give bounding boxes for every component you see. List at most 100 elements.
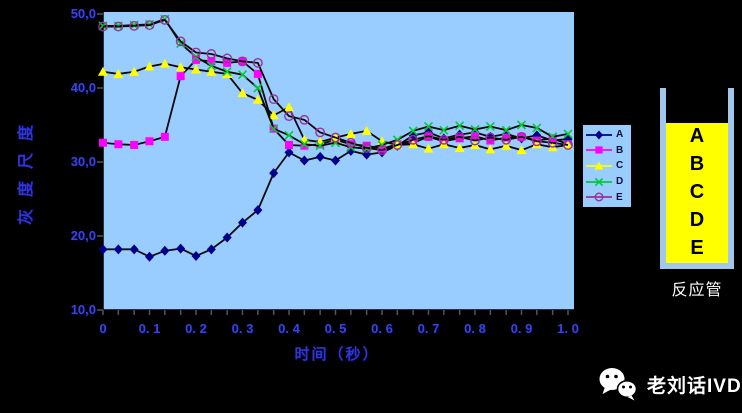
marker-square — [145, 137, 154, 146]
marker-triangle — [113, 68, 124, 78]
legend-item-D: D — [586, 175, 628, 189]
marker-x — [423, 121, 434, 132]
marker-circle-open — [98, 21, 108, 32]
marker-triangle — [485, 144, 496, 154]
tube-letter: A — [689, 125, 705, 147]
marker-square — [378, 144, 386, 153]
marker-circle-open — [563, 140, 573, 150]
marker-square — [362, 141, 371, 150]
marker-circle-open — [345, 137, 356, 148]
legend-label: B — [616, 144, 624, 156]
tube-letter: C — [689, 181, 705, 203]
marker-diamond — [315, 151, 325, 162]
marker-triangle — [144, 61, 155, 71]
tube-letter: E — [690, 237, 704, 259]
marker-x — [330, 138, 341, 148]
marker-diamond — [145, 251, 154, 262]
legend-item-A: A — [586, 128, 628, 142]
y-tick-label: 10,0 — [70, 302, 96, 317]
marker-circle-open — [454, 131, 465, 142]
x-axis-title: 时间（秒） — [294, 346, 380, 363]
marker-square — [486, 136, 495, 145]
marker-circle-open — [206, 49, 217, 59]
legend-marker-C — [586, 161, 612, 170]
marker-circle-open — [252, 57, 263, 68]
marker-x — [516, 120, 527, 130]
marker-circle-open — [516, 131, 527, 142]
marker-diamond — [594, 130, 604, 140]
watermark: 老刘话IVD — [597, 366, 742, 402]
marker-triangle — [516, 145, 527, 155]
marker-x — [206, 61, 216, 71]
x-tick-label: 0. 3 — [231, 321, 254, 336]
marker-triangle — [454, 142, 465, 152]
x-tick-label: 1. 0 — [557, 321, 579, 336]
marker-square — [99, 138, 107, 147]
marker-diamond — [222, 232, 232, 243]
x-tick-label: 0. 4 — [278, 321, 300, 336]
marker-diamond — [331, 155, 340, 166]
marker-diamond — [269, 168, 279, 179]
marker-diamond — [299, 155, 309, 166]
marker-triangle — [423, 143, 434, 153]
marker-triangle — [159, 58, 170, 68]
legend-marker-E — [586, 192, 612, 202]
marker-square — [207, 57, 216, 66]
marker-triangle — [237, 88, 248, 98]
watermark-text: 老刘话IVD — [647, 375, 742, 397]
marker-triangle — [191, 64, 201, 74]
marker-diamond — [191, 250, 201, 261]
marker-triangle — [252, 94, 263, 104]
marker-circle-open — [191, 47, 201, 58]
legend-item-E: E — [586, 190, 628, 204]
marker-triangle — [531, 139, 542, 149]
marker-x — [501, 125, 511, 135]
marker-x — [377, 140, 387, 150]
marker-circle-open — [129, 20, 140, 31]
marker-triangle — [268, 110, 279, 120]
legend-marker-B — [586, 146, 612, 154]
marker-square — [160, 132, 169, 141]
marker-square — [455, 134, 464, 143]
y-tick-label: 50,0 — [70, 6, 96, 21]
marker-diamond — [113, 244, 123, 255]
marker-circle-open — [485, 132, 496, 143]
marker-circle-open — [159, 15, 170, 25]
legend-label: A — [616, 129, 624, 141]
marker-circle-open — [594, 192, 604, 202]
x-tick-label: 0. 8 — [464, 321, 486, 336]
marker-square — [192, 55, 200, 64]
series-E — [98, 15, 573, 156]
marker-diamond — [253, 205, 263, 216]
marker-x — [455, 121, 465, 131]
marker-triangle — [129, 66, 140, 76]
marker-x — [563, 129, 573, 139]
marker-x — [408, 126, 418, 136]
marker-triangle — [284, 102, 294, 112]
marker-x — [532, 123, 542, 133]
marker-x — [222, 67, 232, 77]
marker-circle-open — [315, 127, 326, 138]
reaction-tube-label: 反应管 — [671, 282, 723, 299]
marker-diamond — [129, 244, 139, 255]
marker-square — [253, 69, 262, 78]
marker-x — [299, 139, 309, 149]
marker-circle-open — [284, 111, 294, 122]
marker-circle-open — [222, 53, 233, 64]
marker-x — [237, 70, 248, 80]
tube-letter: B — [689, 153, 705, 175]
marker-circle-open — [299, 114, 310, 125]
marker-square — [285, 140, 293, 149]
marker-circle-open — [144, 20, 155, 31]
tube-letter: D — [689, 209, 705, 231]
marker-circle-open — [113, 21, 124, 32]
marker-circle-open — [501, 134, 512, 145]
marker-triangle — [594, 161, 604, 170]
marker-diamond — [98, 244, 108, 255]
marker-square — [346, 140, 355, 149]
marker-diamond — [238, 217, 247, 228]
marker-circle-open — [237, 56, 248, 67]
